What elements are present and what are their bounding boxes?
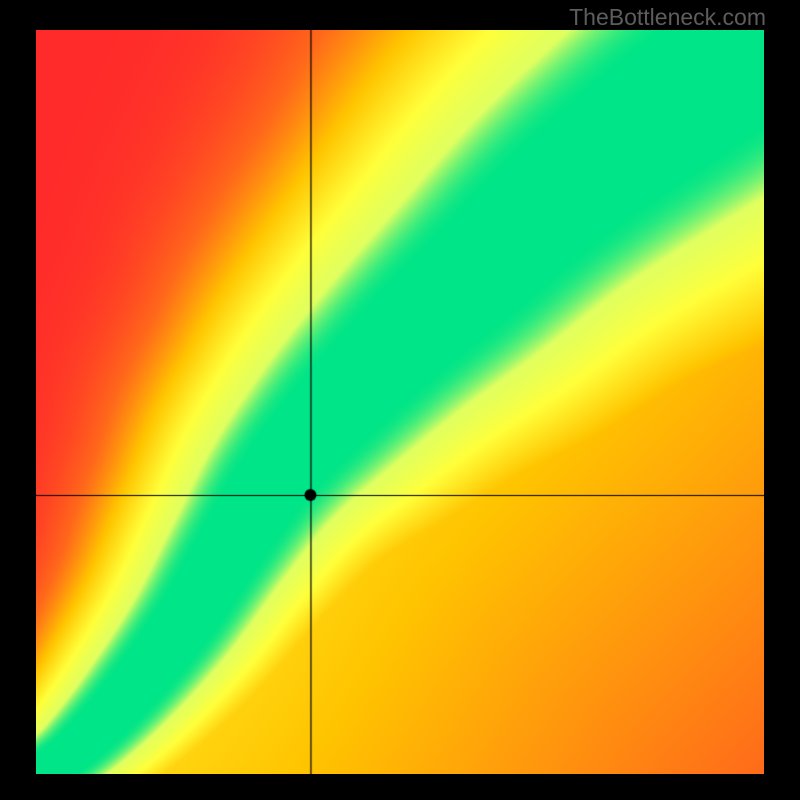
- watermark-text: TheBottleneck.com: [569, 4, 766, 31]
- plot-area: [36, 30, 764, 774]
- heatmap-canvas: [36, 30, 764, 774]
- outer-frame: TheBottleneck.com: [0, 0, 800, 800]
